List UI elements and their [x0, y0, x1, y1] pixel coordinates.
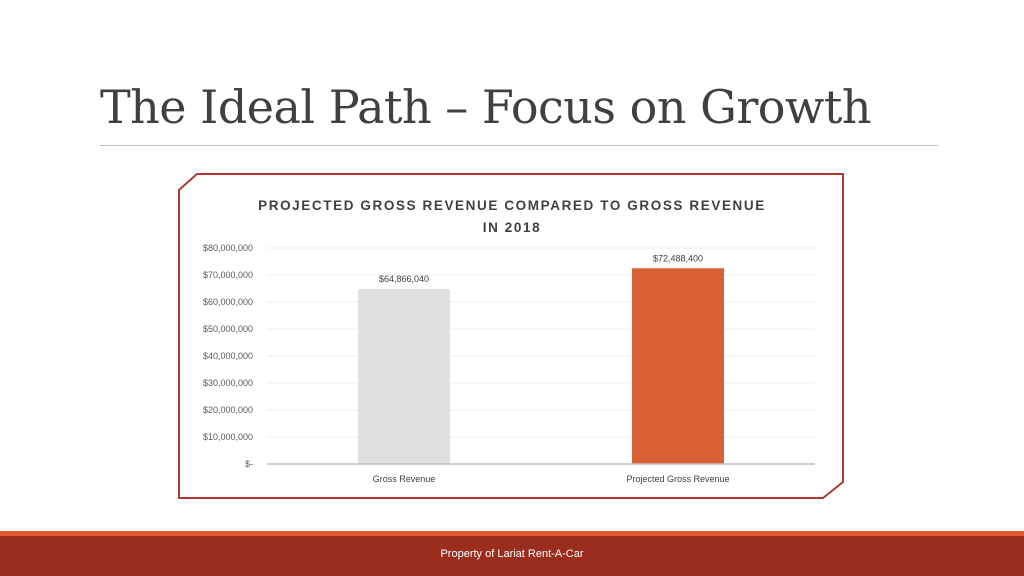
footer-accent-line — [0, 531, 1024, 536]
footer-bar — [0, 536, 1024, 576]
y-tick-label: $- — [245, 459, 253, 469]
y-tick-label: $70,000,000 — [203, 270, 253, 280]
bar-value-label: $72,488,400 — [653, 253, 703, 263]
slide-title: The Ideal Path – Focus on Growth — [100, 80, 872, 134]
bar-value-label: $64,866,040 — [379, 274, 429, 284]
bar — [632, 268, 724, 464]
title-divider — [100, 145, 938, 146]
y-tick-label: $30,000,000 — [203, 378, 253, 388]
x-category-label: Projected Gross Revenue — [626, 474, 729, 484]
chart-title: PROJECTED GROSS REVENUE COMPARED TO GROS… — [258, 198, 766, 235]
x-category-label: Gross Revenue — [373, 474, 436, 484]
bar-chart: $- $10,000,000 $20,000,000 $30,000,000 $40,0… — [203, 243, 815, 484]
y-tick-label: $40,000,000 — [203, 351, 253, 361]
y-tick-label: $50,000,000 — [203, 324, 253, 334]
y-tick-label: $60,000,000 — [203, 297, 253, 307]
y-tick-label: $20,000,000 — [203, 405, 253, 415]
y-tick-label: $10,000,000 — [203, 432, 253, 442]
bar — [358, 288, 450, 464]
footer-text: Property of Lariat Rent-A-Car — [440, 548, 584, 560]
y-tick-label: $80,000,000 — [203, 243, 253, 253]
